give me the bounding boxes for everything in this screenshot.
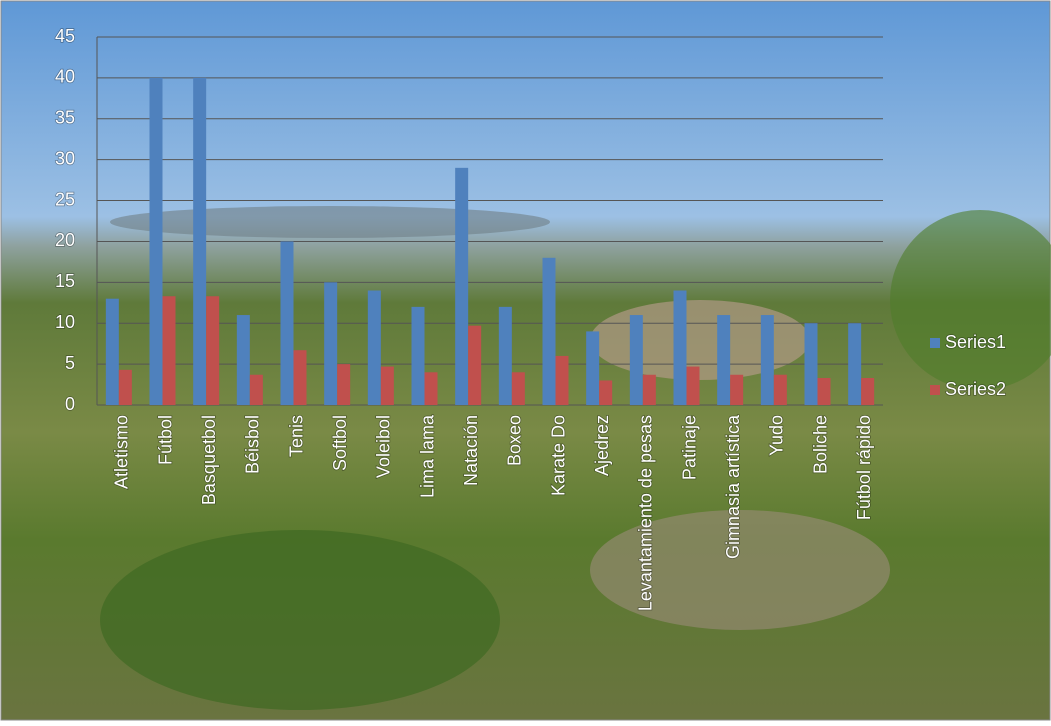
legend-swatch bbox=[930, 338, 940, 348]
bar bbox=[586, 331, 600, 405]
x-tick-label: Boxeo bbox=[505, 415, 525, 466]
y-tick-label: 5 bbox=[65, 353, 75, 373]
bar bbox=[236, 315, 250, 405]
bar bbox=[337, 364, 351, 405]
rocks bbox=[590, 510, 890, 630]
y-tick-label: 35 bbox=[55, 108, 75, 128]
bar bbox=[760, 315, 774, 405]
y-tick-label: 20 bbox=[55, 230, 75, 250]
y-tick-label: 10 bbox=[55, 312, 75, 332]
y-tick-label: 15 bbox=[55, 271, 75, 291]
bushes bbox=[100, 530, 500, 710]
y-tick-label: 0 bbox=[65, 394, 75, 414]
bar bbox=[367, 290, 381, 405]
bar bbox=[804, 323, 818, 405]
bar bbox=[511, 372, 525, 405]
bar bbox=[599, 380, 613, 405]
bar bbox=[105, 298, 119, 405]
y-tick-label: 30 bbox=[55, 148, 75, 168]
rocks bbox=[590, 300, 810, 380]
x-tick-label: Yudo bbox=[767, 415, 787, 456]
bar bbox=[193, 77, 207, 405]
x-tick-label: Ajedrez bbox=[592, 415, 612, 476]
x-tick-label: Atletismo bbox=[112, 415, 132, 489]
bar bbox=[118, 369, 132, 405]
bar bbox=[555, 355, 569, 405]
x-tick-label: Patinaje bbox=[679, 415, 699, 480]
bar bbox=[717, 315, 731, 405]
bar bbox=[162, 296, 176, 405]
x-tick-label: Softbol bbox=[330, 415, 350, 471]
bar bbox=[642, 374, 656, 405]
bar bbox=[324, 282, 338, 405]
bar bbox=[206, 296, 220, 405]
bar bbox=[149, 77, 163, 405]
bar bbox=[249, 374, 263, 405]
bar bbox=[673, 290, 687, 405]
legend-swatch bbox=[930, 385, 940, 395]
x-tick-label: Fútbol rápido bbox=[854, 415, 874, 520]
mountains bbox=[110, 206, 550, 238]
x-tick-label: Natación bbox=[461, 415, 481, 486]
x-tick-label: Levantamiento de pesas bbox=[636, 415, 656, 611]
x-tick-label: Tenis bbox=[286, 415, 306, 457]
bar bbox=[498, 306, 512, 405]
x-tick-label: Karate Do bbox=[548, 415, 568, 496]
bar bbox=[280, 241, 294, 405]
x-tick-label: Lima lama bbox=[417, 414, 437, 498]
x-tick-label: Gimnasia artística bbox=[723, 414, 743, 559]
legend-label: Series2 bbox=[945, 379, 1006, 399]
bar bbox=[455, 167, 469, 405]
bar bbox=[848, 323, 862, 405]
y-tick-label: 40 bbox=[55, 67, 75, 87]
bar bbox=[773, 374, 787, 405]
bar bbox=[730, 374, 744, 405]
bar bbox=[861, 378, 875, 405]
x-tick-label: Basquetbol bbox=[199, 415, 219, 505]
bar bbox=[424, 372, 438, 405]
bar bbox=[411, 306, 425, 405]
legend-label: Series1 bbox=[945, 332, 1006, 352]
x-tick-label: Voleibol bbox=[374, 415, 394, 478]
bar bbox=[380, 366, 394, 405]
bar bbox=[817, 378, 831, 405]
y-tick-label: 45 bbox=[55, 26, 75, 46]
bar bbox=[542, 257, 556, 405]
bar bbox=[468, 325, 482, 405]
y-tick-label: 25 bbox=[55, 189, 75, 209]
x-tick-label: Fútbol bbox=[155, 415, 175, 465]
bar bbox=[686, 366, 700, 405]
bar bbox=[293, 350, 307, 405]
x-tick-label: Boliche bbox=[810, 415, 830, 474]
x-tick-label: Béisbol bbox=[243, 415, 263, 474]
bar bbox=[629, 315, 643, 405]
